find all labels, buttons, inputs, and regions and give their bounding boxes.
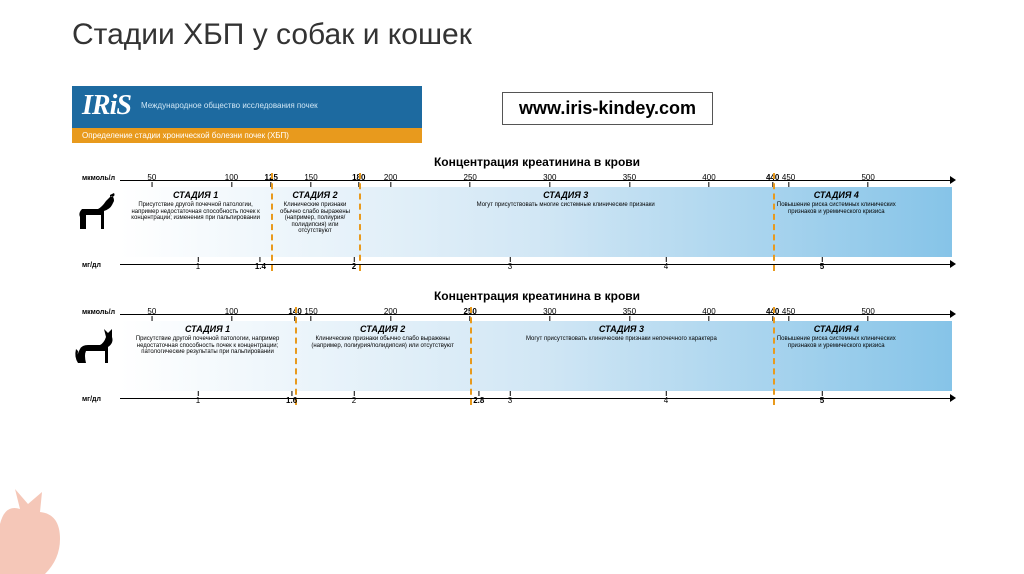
stage-desc: Присутствие другой почечной патологии, н… <box>124 202 267 222</box>
stage-desc: Клинические признаки обычно слабо выраже… <box>299 336 466 349</box>
iris-banner: IRiS Международное общество исследования… <box>72 86 422 143</box>
tick-umol: 500 <box>861 307 874 322</box>
cat-chart-title: Концентрация креатинина в крови <box>122 289 952 303</box>
cat-stage-strip: СТАДИЯ 1 Присутствие другой почечной пато… <box>120 321 952 391</box>
iris-url: www.iris-kindey.com <box>502 92 713 125</box>
iris-header-row: IRiS Международное общество исследования… <box>72 86 952 143</box>
tick-umol: 100 <box>225 173 238 188</box>
stage-desc: Могут присутствовать клинические признак… <box>474 336 768 343</box>
cat-axis-bottom: 1 1.6 2 2.8 3 4 5 <box>120 391 952 405</box>
content-area: IRiS Международное общество исследования… <box>72 86 952 423</box>
cat-scale-area: мкмоль/л 5010014015020025030035040044045… <box>120 307 952 405</box>
stage-2: СТАДИЯ 2 Клинические признаки обычно слаб… <box>271 187 359 257</box>
cat-axis-top: 50100140150200250300350400440450500 <box>120 307 952 321</box>
stage-desc: Присутствие другой почечной патологии, н… <box>124 336 291 356</box>
stage-4: СТАДИЯ 4 Повышение риска системных клинич… <box>773 321 900 391</box>
stage-desc: Повышение риска системных клинических пр… <box>777 202 896 215</box>
tick-umol: 350 <box>623 307 636 322</box>
cat-unit-bottom: мг/дл <box>82 396 101 403</box>
tick-umol: 300 <box>543 307 556 322</box>
tick-mgdl: 1.4 <box>255 256 266 271</box>
tick-mgdl: 2.8 <box>473 390 484 405</box>
stage-desc: Могут присутствовать многие системные кл… <box>363 202 769 209</box>
tick-mgdl: 5 <box>820 256 824 271</box>
dog-scale-area: мкмоль/л 5010012515018020025030035040044… <box>120 173 952 271</box>
tick-umol: 450 <box>782 173 795 188</box>
stage-3: СТАДИЯ 3 Могут присутствовать клинические… <box>470 321 772 391</box>
tick-umol: 150 <box>304 173 317 188</box>
stage-name: СТАДИЯ 4 <box>777 190 896 200</box>
tick-umol: 250 <box>464 173 477 188</box>
cat-unit-top: мкмоль/л <box>82 309 115 316</box>
dog-axis-bottom: 1 1.4 2 3 4 5 <box>120 257 952 271</box>
tick-mgdl: 5 <box>820 390 824 405</box>
stage-name: СТАДИЯ 1 <box>124 324 291 334</box>
tick-mgdl: 3 <box>508 390 512 405</box>
iris-tagline: Определение стадии хронической болезни п… <box>72 128 422 143</box>
stage-desc: Клинические признаки обычно слабо выраже… <box>275 202 355 235</box>
tick-mgdl: 2 <box>352 256 356 271</box>
iris-logo: IRiS <box>82 90 131 122</box>
cat-chart: Концентрация креатинина в крови мкмоль/л… <box>72 289 952 405</box>
dog-chart-title: Концентрация креатинина в крови <box>122 155 952 169</box>
cat-silhouette-decoration <box>0 484 90 574</box>
stage-1: СТАДИЯ 1 Присутствие другой почечной пато… <box>120 321 295 391</box>
stage-name: СТАДИЯ 3 <box>474 324 768 334</box>
slide-title: Стадии ХБП у собак и кошек <box>72 18 472 52</box>
tick-mgdl: 4 <box>664 256 668 271</box>
stage-4: СТАДИЯ 4 Повышение риска системных клинич… <box>773 187 900 257</box>
tick-umol: 50 <box>147 173 156 188</box>
dog-unit-bottom: мг/дл <box>82 262 101 269</box>
stage-name: СТАДИЯ 3 <box>363 190 769 200</box>
stage-3: СТАДИЯ 3 Могут присутствовать многие сист… <box>359 187 773 257</box>
tick-umol: 400 <box>702 307 715 322</box>
iris-subtitle: Международное общество исследования поче… <box>141 101 318 110</box>
stage-1: СТАДИЯ 1 Присутствие другой почечной пато… <box>120 187 271 257</box>
stage-name: СТАДИЯ 2 <box>299 324 466 334</box>
dog-chart: Концентрация креатинина в крови мкмоль/л… <box>72 155 952 271</box>
tick-umol: 200 <box>384 307 397 322</box>
dog-stage-strip: СТАДИЯ 1 Присутствие другой почечной пато… <box>120 187 952 257</box>
stage-desc: Повышение риска системных клинических пр… <box>777 336 896 349</box>
dog-axis-top: 50100125150180200250300350400440450500 <box>120 173 952 187</box>
tick-umol: 400 <box>702 173 715 188</box>
tick-mgdl: 1 <box>196 256 200 271</box>
tick-mgdl: 1 <box>196 390 200 405</box>
tick-umol: 300 <box>543 173 556 188</box>
stage-name: СТАДИЯ 2 <box>275 190 355 200</box>
tick-umol: 450 <box>782 307 795 322</box>
tick-umol: 350 <box>623 173 636 188</box>
stage-name: СТАДИЯ 1 <box>124 190 267 200</box>
tick-umol: 200 <box>384 173 397 188</box>
dog-unit-top: мкмоль/л <box>82 175 115 182</box>
tick-mgdl: 2 <box>352 390 356 405</box>
tick-umol: 150 <box>304 307 317 322</box>
stage-name: СТАДИЯ 4 <box>777 324 896 334</box>
tick-umol: 100 <box>225 307 238 322</box>
tick-mgdl: 1.6 <box>286 390 297 405</box>
tick-mgdl: 4 <box>664 390 668 405</box>
tick-umol: 50 <box>147 307 156 322</box>
tick-umol: 500 <box>861 173 874 188</box>
tick-mgdl: 3 <box>508 256 512 271</box>
iris-banner-top: IRiS Международное общество исследования… <box>72 86 422 128</box>
stage-2: СТАДИЯ 2 Клинические признаки обычно слаб… <box>295 321 470 391</box>
